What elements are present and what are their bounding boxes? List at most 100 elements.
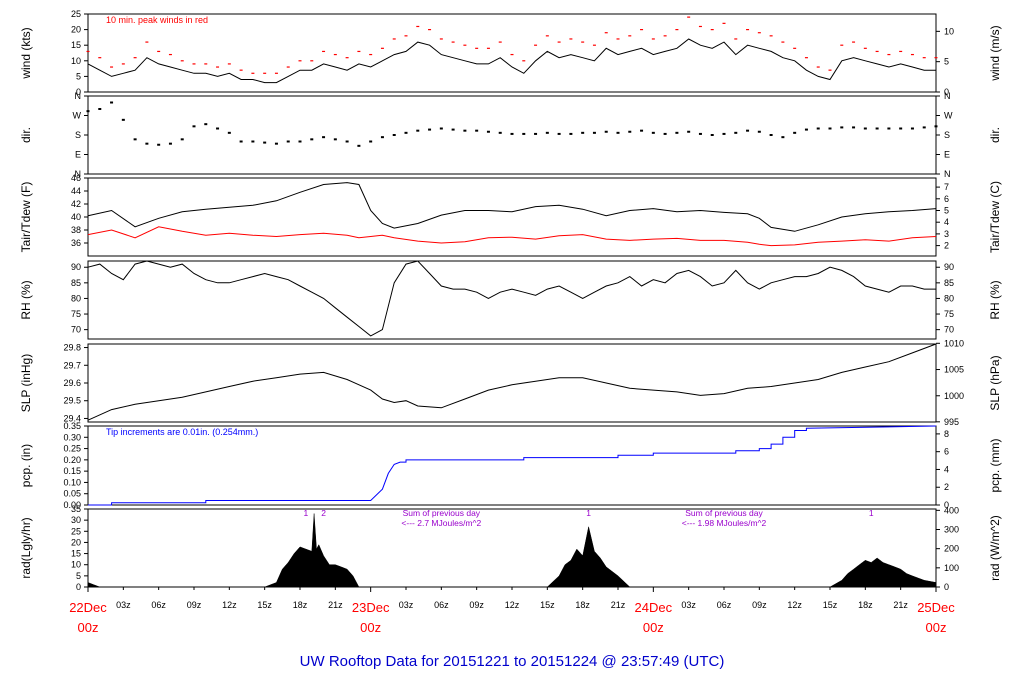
x-day-time-label: 00z	[78, 620, 99, 635]
x-day-label: 23Dec	[352, 600, 390, 615]
dir-point	[698, 132, 702, 135]
dir-point	[722, 132, 726, 135]
temp-panel: 36 38 40 42 44 46 2 3 45 6 7 Tair/Tdew (F) Tair/Tdew…	[19, 173, 1002, 257]
dir-point	[263, 141, 267, 144]
x-tick-label: 09z	[752, 600, 767, 610]
rad-ytick-label: 10	[71, 560, 81, 570]
dir-point	[357, 144, 361, 147]
pcp-series-0	[88, 425, 937, 506]
rad-series-0	[87, 513, 937, 588]
temp-ytick-right-label: 3	[944, 229, 949, 239]
slp-panel: 29.4 29.5 29.6 29.7 29.8 995 1000 1005 1010 SLP (…	[19, 338, 1002, 427]
dir-point	[640, 129, 644, 132]
temp-ytick-label: 40	[71, 212, 81, 222]
dir-point	[887, 127, 891, 130]
slp-ytick-label: 29.6	[63, 378, 81, 388]
dir-point	[204, 123, 208, 126]
dir-point	[486, 130, 490, 133]
dir-ytick-label: E	[75, 150, 81, 160]
wind-ytick-label: 10	[71, 56, 81, 66]
dir-point	[746, 129, 750, 132]
dir-point	[180, 138, 184, 141]
dir-point	[522, 132, 526, 135]
dir-point	[734, 131, 738, 134]
x-tick-label: 15z	[540, 600, 555, 610]
slp-ytick-right-label: 1000	[944, 391, 964, 401]
rh-ytick-label: 90	[71, 262, 81, 272]
dir-frame	[87, 95, 937, 175]
rad-annotation: <--- 1.98 MJoules/m^2	[682, 518, 767, 528]
pcp-ytick-label: 0.00	[63, 500, 81, 510]
slp-frame	[87, 343, 937, 423]
wind-panel: 0 5 10 15 20 25 0 5 10 wind (kts) wind (m/s) 10 min…	[19, 9, 1002, 97]
dir-point	[216, 127, 220, 130]
dir-point	[769, 134, 773, 136]
rh-ytick-label: 70	[71, 325, 81, 335]
rh-ytick-right-label: 80	[944, 293, 954, 303]
temp-ytick-label: 46	[71, 173, 81, 183]
x-axis: 03z 06z 09z 12z 15z 18z 21z 03z 06z 09z 12z 15z 18z 2…	[69, 587, 955, 635]
pcp-ytick-label: 0.30	[63, 432, 81, 442]
dir-point	[804, 128, 808, 131]
dir-ytick-right-label: E	[944, 150, 950, 160]
rad-frame	[87, 508, 937, 588]
rad-ytick-right-label: 100	[944, 563, 959, 573]
dir-point	[687, 130, 691, 133]
dir-point	[934, 125, 938, 128]
slp-ylabel-left: SLP (inHg)	[19, 354, 33, 412]
pcp-ytick-right-label: 0	[944, 500, 949, 510]
x-tick-label: 21z	[893, 600, 908, 610]
dir-point	[852, 126, 856, 129]
dir-point	[157, 143, 161, 146]
dir-point	[298, 140, 302, 143]
x-tick-label: 09z	[469, 600, 484, 610]
rad-annotation: 1	[869, 508, 874, 518]
x-tick-label: 15z	[823, 600, 838, 610]
wind-frame	[87, 13, 937, 93]
figure-title: UW Rooftop Data for 20151221 to 20151224…	[300, 653, 725, 670]
x-tick-label: 15z	[257, 600, 272, 610]
dir-point	[251, 140, 255, 143]
slp-ytick-label: 29.7	[63, 360, 81, 370]
dir-point	[439, 127, 443, 130]
pcp-ytick-label: 0.20	[63, 455, 81, 465]
dir-point	[628, 130, 632, 133]
dir-point	[663, 132, 667, 135]
dir-point	[227, 131, 231, 134]
pcp-ylabel-right: pcp. (mm)	[988, 438, 1002, 492]
dir-point	[86, 110, 90, 113]
wind-series-1	[86, 16, 938, 74]
pcp-ytick-right-label: 6	[944, 447, 949, 457]
dir-ytick-right-label: S	[944, 130, 950, 140]
wind-ytick-label: 0	[76, 87, 81, 97]
dir-point	[651, 131, 655, 134]
wind-ytick-right-label: 0	[944, 87, 949, 97]
dir-ylabel-left: dir.	[19, 127, 33, 143]
rad-ytick-label: 15	[71, 549, 81, 559]
temp-ytick-right-label: 5	[944, 206, 949, 216]
slp-ytick-label: 29.4	[63, 413, 81, 423]
dir-point	[569, 132, 573, 135]
x-tick-label: 18z	[575, 600, 590, 610]
wind-ylabel-right: wind (m/s)	[988, 25, 1002, 81]
pcp-annotation: Tip increments are 0.01in. (0.254mm.)	[106, 427, 258, 437]
pcp-panel: 0.000.05 0.100.150.200.25 0.300.35 0 2 4 6 8 pcp…	[19, 421, 1002, 510]
rad-ylabel-right: rad (W/m^2)	[988, 515, 1002, 581]
x-tick-label: 18z	[293, 600, 308, 610]
pcp-ytick-label: 0.05	[63, 489, 81, 499]
rh-series-0	[87, 260, 936, 337]
rad-ytick-right-label: 0	[944, 582, 949, 592]
dir-ytick-right-label: W	[944, 111, 953, 121]
dir-point	[168, 142, 172, 145]
temp-ytick-right-label: 2	[944, 241, 949, 251]
wind-ylabel-left: wind (kts)	[19, 27, 33, 79]
pcp-ytick-right-label: 4	[944, 464, 949, 474]
dir-point	[922, 126, 926, 129]
dir-point	[369, 140, 373, 143]
dir-series-0	[86, 101, 938, 147]
x-tick-label: 03z	[399, 600, 414, 610]
dir-point	[98, 108, 102, 110]
slp-ylabel-right: SLP (hPa)	[988, 355, 1002, 410]
